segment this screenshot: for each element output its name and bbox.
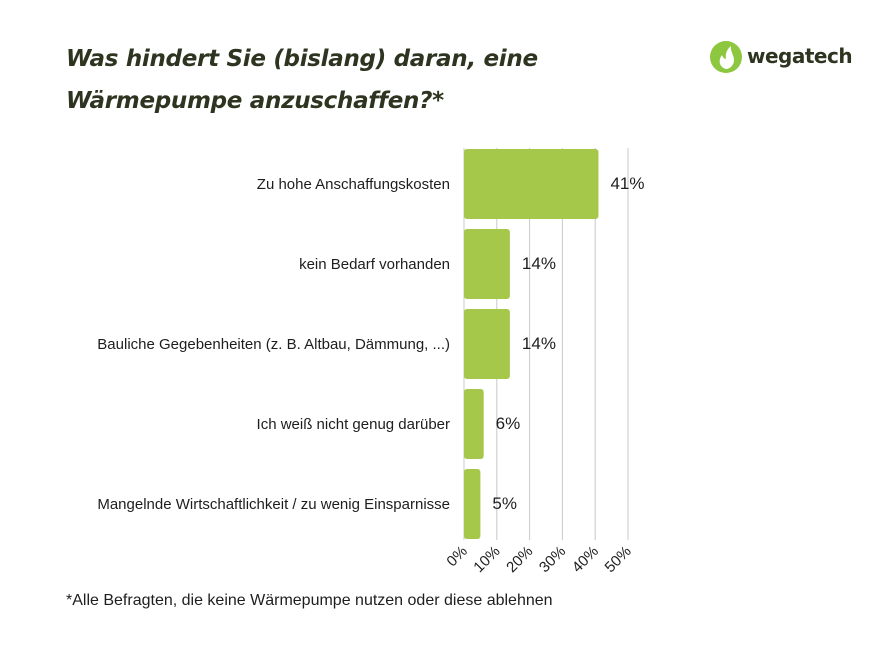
- bar: [464, 469, 481, 539]
- value-label: 41%: [610, 174, 644, 193]
- value-label: 14%: [522, 254, 556, 273]
- flame-leaf-icon: [710, 41, 742, 73]
- chart-title: Was hindert Sie (bislang) daran, eine Wä…: [66, 38, 626, 122]
- x-tick-label: 40%: [569, 543, 602, 576]
- value-label: 14%: [522, 334, 556, 353]
- x-tick-label: 50%: [602, 543, 635, 576]
- x-tick-label: 20%: [503, 543, 536, 576]
- x-axis-ticks: 0% 10% 20% 30% 40% 50%: [443, 543, 634, 576]
- bars: [464, 149, 599, 539]
- bar: [464, 309, 510, 379]
- x-tick-label: 30%: [536, 543, 569, 576]
- bar: [464, 149, 599, 219]
- category-label: kein Bedarf vorhanden: [299, 256, 450, 273]
- chart-title-line-1: Was hindert Sie (bislang) daran, eine: [66, 46, 538, 72]
- value-label: 6%: [496, 414, 521, 433]
- category-label: Mangelnde Wirtschaftlichkeit / zu wenig …: [97, 496, 450, 513]
- bar: [464, 389, 484, 459]
- chart-title-line-2: Wärmepumpe anzuschaffen?*: [66, 88, 444, 114]
- category-label: Zu hohe Anschaffungskosten: [257, 176, 450, 193]
- category-labels: Zu hohe Anschaffungskosten kein Bedarf vo…: [97, 176, 450, 513]
- value-label: 5%: [492, 494, 517, 513]
- brand-logo: wegatech: [709, 38, 853, 74]
- bar: [464, 229, 510, 299]
- category-label: Bauliche Gegebenheiten (z. B. Altbau, Dä…: [97, 336, 450, 353]
- bar-chart: Zu hohe Anschaffungskosten kein Bedarf vo…: [97, 148, 645, 576]
- category-label: Ich weiß nicht genug darüber: [257, 416, 450, 433]
- value-labels: 41% 14% 14% 6% 5%: [492, 174, 644, 513]
- x-tick-label: 0%: [443, 543, 470, 570]
- footnote: *Alle Befragten, die keine Wärmepumpe nu…: [66, 592, 553, 609]
- brand-name: wegatech: [747, 44, 853, 68]
- x-tick-label: 10%: [470, 543, 503, 576]
